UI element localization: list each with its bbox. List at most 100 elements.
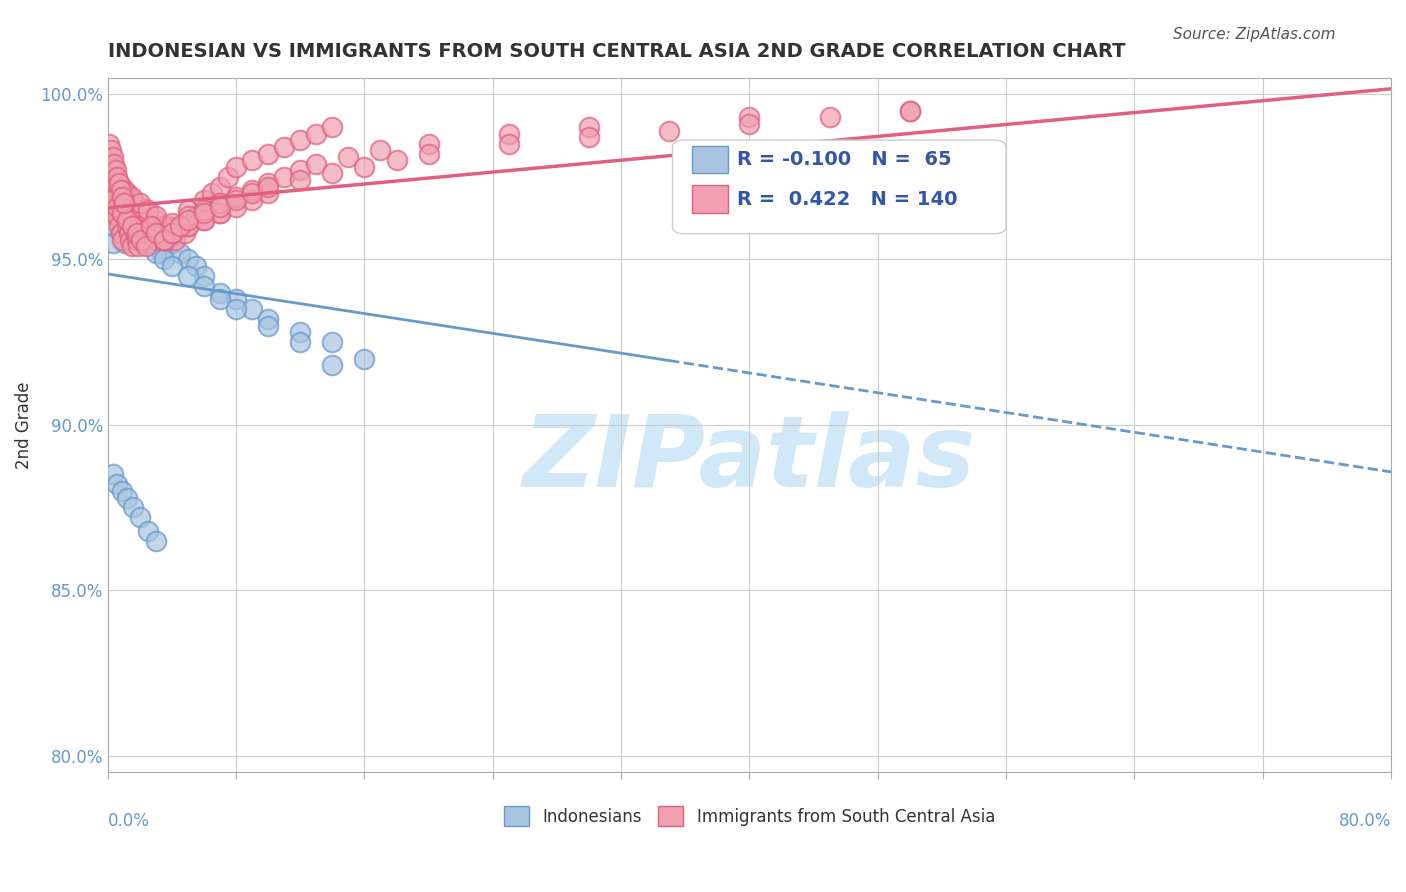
Point <box>135 235 157 250</box>
Point <box>193 193 215 207</box>
Point <box>148 219 170 234</box>
Point <box>257 312 280 326</box>
Point <box>209 292 232 306</box>
Point <box>738 110 761 124</box>
Point <box>128 212 150 227</box>
Point <box>103 167 125 181</box>
Point <box>107 477 129 491</box>
Point <box>155 233 177 247</box>
Point <box>100 219 122 234</box>
Point <box>104 177 127 191</box>
Point <box>98 153 121 168</box>
Point <box>125 233 148 247</box>
Point <box>153 233 176 247</box>
Point <box>225 193 247 207</box>
Point <box>122 229 145 244</box>
Point <box>115 212 138 227</box>
Point <box>101 193 124 207</box>
Point <box>160 259 183 273</box>
Point <box>257 318 280 333</box>
Point <box>177 252 200 267</box>
Point <box>138 219 160 234</box>
Point <box>101 179 124 194</box>
Point <box>128 226 150 240</box>
Point <box>111 233 134 247</box>
Point <box>177 268 200 283</box>
Point <box>290 173 312 187</box>
Point <box>142 226 165 240</box>
Point <box>111 189 134 203</box>
Point <box>135 239 157 253</box>
Point <box>240 302 263 317</box>
Point <box>101 150 124 164</box>
Point <box>153 219 176 234</box>
Point <box>127 239 149 253</box>
Text: Source: ZipAtlas.com: Source: ZipAtlas.com <box>1173 27 1336 42</box>
Point <box>122 219 145 234</box>
Point <box>111 179 134 194</box>
Point <box>145 226 167 240</box>
Point <box>112 196 135 211</box>
Point <box>898 103 921 118</box>
Point <box>112 219 135 234</box>
Y-axis label: 2nd Grade: 2nd Grade <box>15 381 32 468</box>
FancyBboxPatch shape <box>672 140 1007 234</box>
Point <box>127 233 149 247</box>
Point <box>100 144 122 158</box>
Point <box>160 235 183 250</box>
Point <box>100 169 122 184</box>
Point <box>321 167 343 181</box>
Point <box>100 169 122 184</box>
Point <box>209 206 232 220</box>
Point <box>418 136 440 151</box>
Point <box>108 179 131 194</box>
Point <box>153 233 176 247</box>
Point <box>305 156 328 170</box>
Text: R =  0.422   N = 140: R = 0.422 N = 140 <box>737 190 957 209</box>
Point <box>321 120 343 135</box>
Point <box>115 219 138 234</box>
Point <box>110 226 132 240</box>
Point <box>103 156 125 170</box>
Point <box>107 202 129 217</box>
Point <box>177 219 200 234</box>
Point <box>240 153 263 168</box>
Point <box>148 233 170 247</box>
Point <box>217 169 239 184</box>
Point <box>138 219 160 234</box>
Point <box>150 245 173 260</box>
Point <box>121 219 143 234</box>
Point <box>101 186 124 201</box>
Point <box>128 226 150 240</box>
Point <box>132 226 155 240</box>
Point <box>115 212 138 227</box>
Point <box>120 233 142 247</box>
Point <box>225 302 247 317</box>
Point <box>209 196 232 211</box>
Point <box>145 226 167 240</box>
Point <box>110 183 132 197</box>
Point <box>257 146 280 161</box>
Point <box>193 212 215 227</box>
Point <box>104 186 127 201</box>
Point <box>160 226 183 240</box>
Point <box>273 140 295 154</box>
Point <box>114 235 136 250</box>
Point <box>108 219 131 234</box>
Point <box>370 144 392 158</box>
Point <box>125 226 148 240</box>
Point <box>193 212 215 227</box>
Point <box>142 235 165 250</box>
Point <box>103 193 125 207</box>
Point <box>578 120 600 135</box>
Point <box>898 103 921 118</box>
Point <box>353 351 375 366</box>
Point <box>121 189 143 203</box>
Text: 0.0%: 0.0% <box>108 812 149 830</box>
Point <box>225 292 247 306</box>
Point <box>110 193 132 207</box>
Point <box>104 186 127 201</box>
Point <box>157 219 180 234</box>
Point <box>225 200 247 214</box>
Point <box>177 202 200 217</box>
